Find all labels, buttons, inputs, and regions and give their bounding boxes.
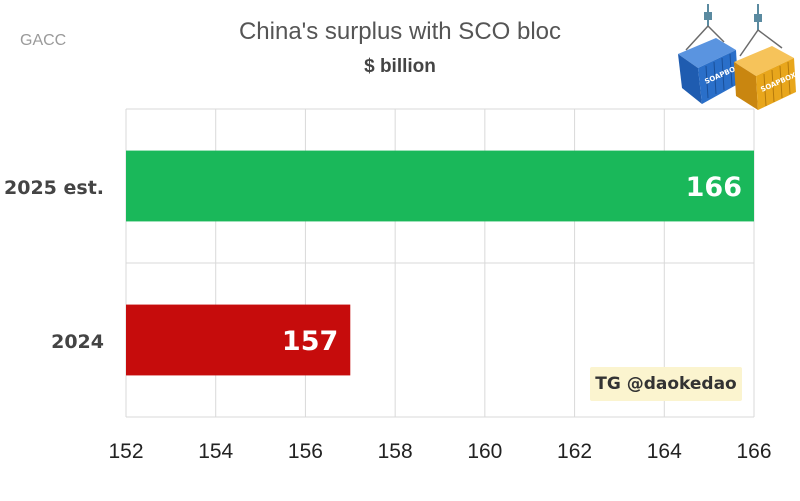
bar [126,150,754,222]
source-label: GACC [20,32,67,49]
bar [126,304,351,376]
chart-subtitle: $ billion [364,56,436,77]
x-tick-label: 166 [736,440,771,463]
category-label: 2025 est. [4,177,104,199]
chart-title: China's surplus with SCO bloc [238,18,562,45]
x-tick-label: 164 [647,440,682,463]
watermark-badge: TG @daokedao [590,367,742,401]
x-tick-label: 152 [108,440,143,463]
x-tick-label: 156 [288,440,323,463]
x-tick-labels: 152 154 156 158 160 162 164 166 [108,440,771,463]
bar-value-label: 166 [686,172,742,203]
bar-value-label: 157 [282,326,338,357]
x-tick-label: 158 [378,440,413,463]
x-tick-label: 162 [557,440,592,463]
bars: 166 157 [126,150,754,376]
x-tick-label: 160 [467,440,502,463]
shipping-container-logo: SOAPBOX SOAPBOX [678,4,798,110]
category-labels: 2025 est. 2024 [4,177,104,353]
x-tick-label: 154 [198,440,233,463]
category-label: 2024 [51,331,104,353]
